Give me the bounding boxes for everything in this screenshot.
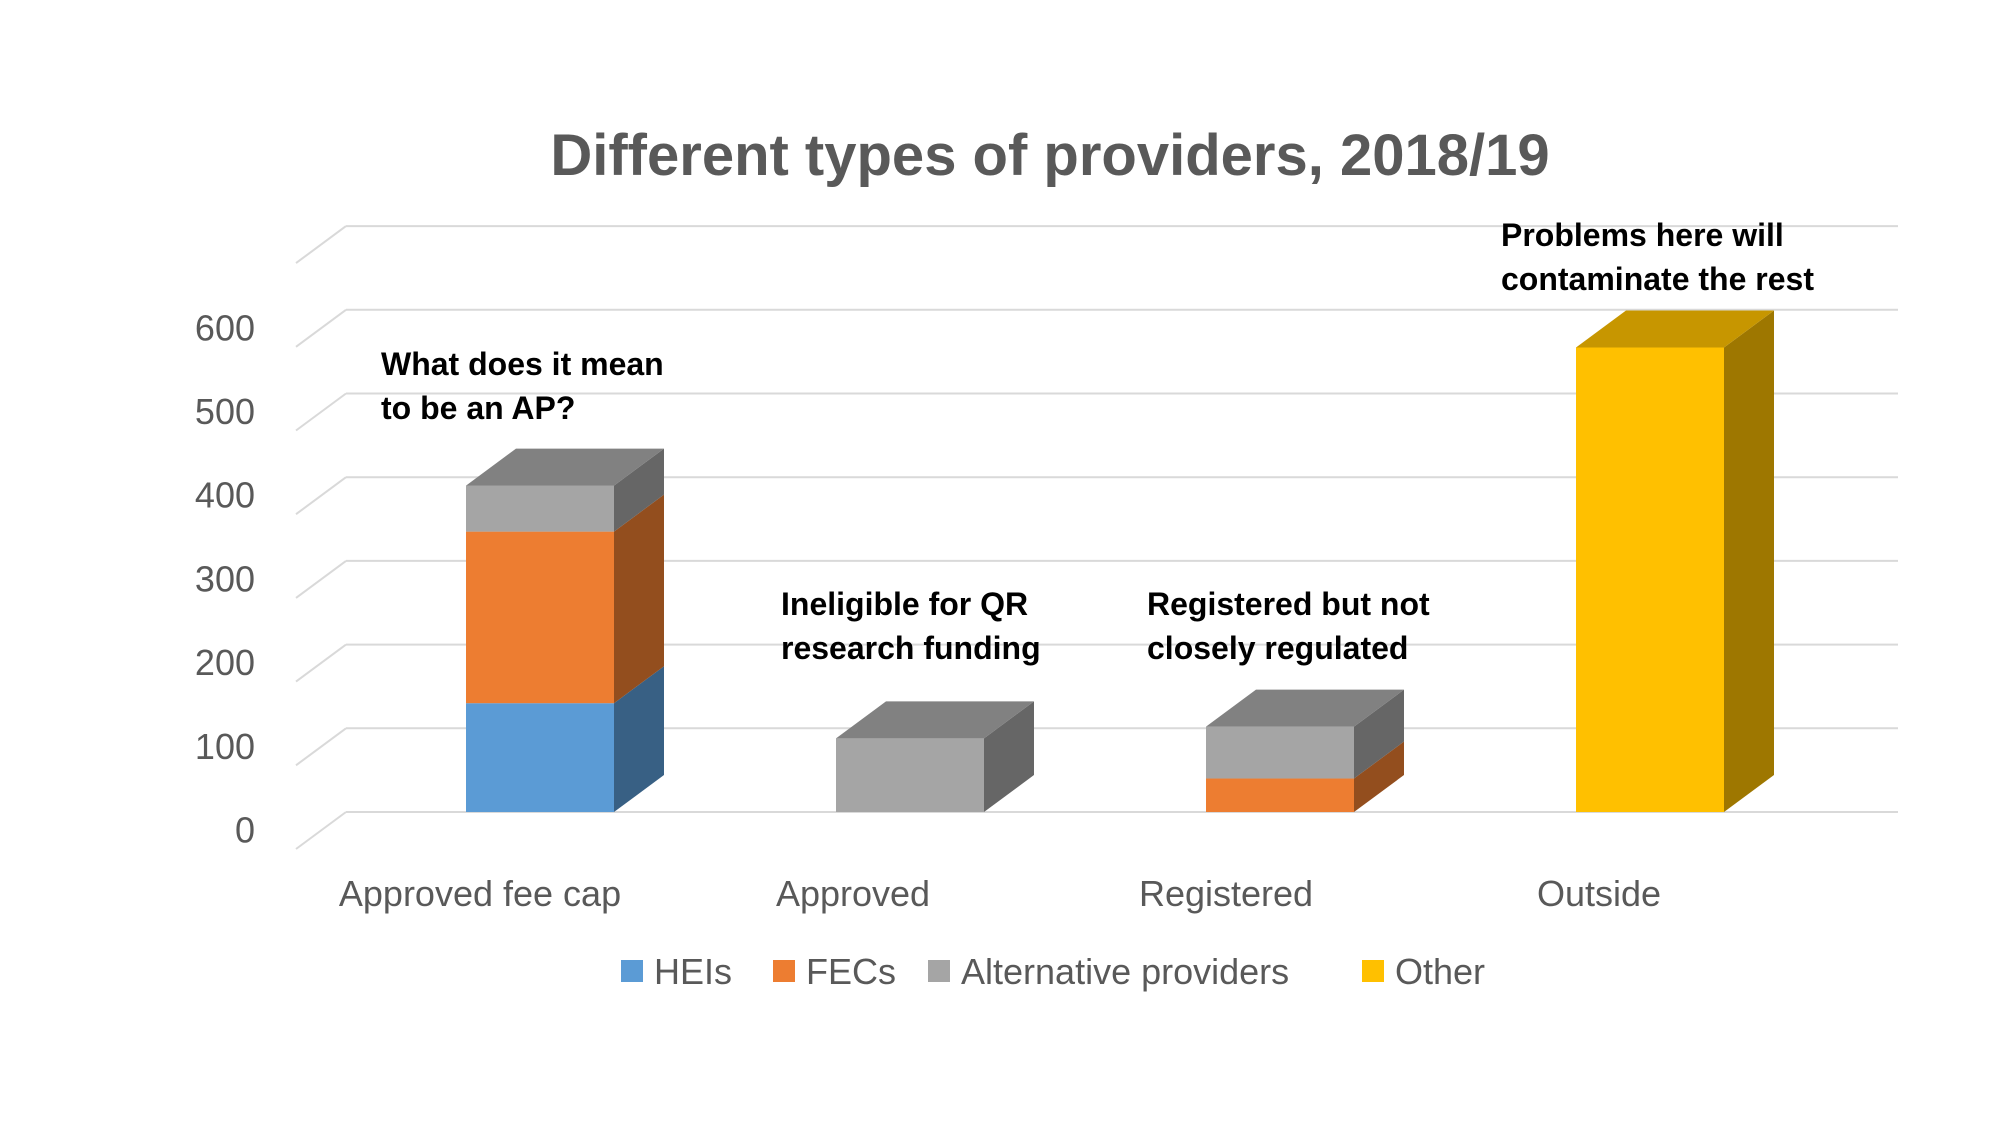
y-tick-label: 300 bbox=[195, 558, 255, 599]
bar-registered-alternative-providers-side bbox=[1354, 689, 1404, 779]
bar-registered-alternative-providers-top bbox=[1206, 689, 1404, 727]
x-category-label: Registered bbox=[1139, 873, 1313, 914]
bar-approved-alternative-providers-side bbox=[984, 701, 1034, 812]
bar-approved-fee-cap-heis-side bbox=[614, 666, 664, 812]
annotation-line: research funding bbox=[781, 630, 1041, 666]
annotation: Registered but not closely regulated bbox=[1147, 586, 1430, 666]
bar-approved-fee-cap-fecs-side bbox=[614, 494, 664, 704]
legend-swatch-fecs bbox=[773, 960, 795, 982]
legend: HEIs FECs Alternative providers Other bbox=[621, 951, 1485, 992]
x-category-label: Approved fee cap bbox=[339, 873, 621, 914]
bar-outside-other-top bbox=[1576, 310, 1774, 348]
legend-swatch-heis bbox=[621, 960, 643, 982]
gridline-diagonal bbox=[295, 643, 347, 683]
bar-registered-fecs-side bbox=[1354, 741, 1404, 812]
bar-approved-fee-cap-alternative-providers-top bbox=[466, 448, 664, 486]
gridline-diagonal bbox=[295, 225, 347, 264]
gridline-diagonal bbox=[295, 476, 347, 516]
legend-label-alternative-providers: Alternative providers bbox=[961, 951, 1289, 992]
bar-approved-fee-cap-alternative-providers-side bbox=[614, 448, 664, 532]
annotation-line: What does it mean bbox=[381, 346, 664, 382]
annotation: Problems here will contaminate the rest bbox=[1501, 217, 1814, 297]
y-axis-ticks: 0 100 200 300 400 500 600 bbox=[195, 307, 255, 850]
bar-approved-alternative-providers-top bbox=[836, 701, 1034, 739]
legend-swatch-other bbox=[1362, 960, 1384, 982]
annotations: What does it mean to be an AP? Ineligible … bbox=[381, 217, 1814, 666]
bar-registered-fecs bbox=[1206, 778, 1354, 812]
y-tick-label: 600 bbox=[195, 307, 255, 348]
bar-approved-fee-cap-heis bbox=[466, 703, 614, 812]
x-category-label: Approved bbox=[776, 873, 930, 914]
bars bbox=[466, 310, 1774, 812]
x-axis-categories: Approved fee cap Approved Registered Outsid… bbox=[339, 873, 1661, 914]
gridline-diagonal bbox=[295, 811, 347, 850]
annotation: Ineligible for QR research funding bbox=[781, 586, 1041, 666]
legend-label-other: Other bbox=[1395, 951, 1485, 992]
x-category-label: Outside bbox=[1537, 873, 1661, 914]
gridline-diagonal bbox=[295, 308, 347, 348]
legend-label-heis: HEIs bbox=[654, 951, 732, 992]
chart-title: Different types of providers, 2018/19 bbox=[550, 123, 1549, 188]
y-tick-label: 500 bbox=[195, 391, 255, 432]
annotation-line: Problems here will bbox=[1501, 217, 1784, 253]
bar-approved-fee-cap-alternative-providers bbox=[466, 485, 614, 532]
annotation-line: to be an AP? bbox=[381, 390, 575, 426]
gridline-diagonal bbox=[295, 392, 347, 432]
annotation-line: Ineligible for QR bbox=[781, 586, 1028, 622]
gridline-diagonal bbox=[295, 560, 347, 599]
gridline-diagonal bbox=[295, 727, 347, 767]
annotation-line: Registered but not bbox=[1147, 586, 1430, 622]
bar-registered-alternative-providers bbox=[1206, 726, 1354, 779]
annotation-line: closely regulated bbox=[1147, 630, 1408, 666]
bar-outside-other bbox=[1576, 347, 1724, 812]
bar-outside-other-side bbox=[1724, 310, 1774, 812]
legend-swatch-alternative-providers bbox=[928, 960, 950, 982]
bar-approved-fee-cap-fecs bbox=[466, 531, 614, 704]
y-tick-label: 0 bbox=[235, 810, 255, 851]
y-tick-label: 100 bbox=[195, 726, 255, 767]
annotation: What does it mean to be an AP? bbox=[381, 346, 664, 426]
legend-label-fecs: FECs bbox=[806, 951, 896, 992]
annotation-line: contaminate the rest bbox=[1501, 261, 1814, 297]
y-tick-label: 200 bbox=[195, 642, 255, 683]
bar-approved-alternative-providers bbox=[836, 738, 984, 812]
y-tick-label: 400 bbox=[195, 475, 255, 516]
